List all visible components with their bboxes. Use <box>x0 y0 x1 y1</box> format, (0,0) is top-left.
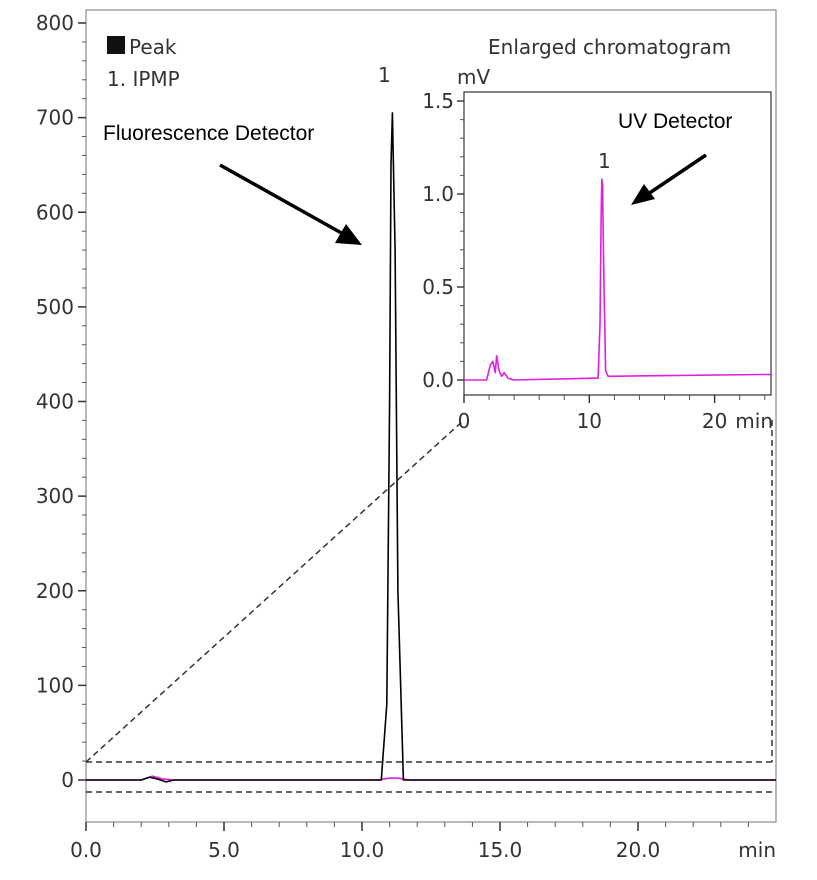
inset-y-unit: mV <box>457 65 490 89</box>
inset-peak-label: 1 <box>598 149 611 173</box>
inset-axes: 0.0 0.5 1.0 1.5 0 10 20 min <box>422 89 773 433</box>
main-x-tick-label: 10.0 <box>340 838 385 862</box>
inset-y-tick-label: 1.5 <box>422 89 454 113</box>
main-y-tick-label: 0 <box>61 768 74 792</box>
main-x-tick-label: 15.0 <box>478 838 523 862</box>
inset-series-line <box>464 178 772 381</box>
main-x-tick-label: 0.0 <box>70 838 102 862</box>
uv-arrow-head <box>631 184 655 205</box>
main-y-tick-label: 200 <box>36 579 74 603</box>
inset-x-axis-label: min <box>735 409 773 433</box>
legend-peak-label: Peak <box>129 35 177 59</box>
main-y-tick-label: 600 <box>36 200 74 224</box>
main-series <box>86 112 776 783</box>
main-series-line <box>86 112 776 783</box>
inset-x-tick-label: 0 <box>458 409 471 433</box>
fluorescence-arrow-shaft <box>219 163 346 237</box>
inset-y-tick-label: 0.0 <box>422 368 454 392</box>
fluorescence-detector-label: Fluorescence Detector <box>103 122 314 145</box>
inset-plot-frame <box>463 91 772 396</box>
main-y-tick-label: 400 <box>36 390 74 414</box>
legend-entry: 1. IPMP <box>107 67 180 91</box>
fluorescence-arrow-head <box>335 224 362 245</box>
main-y-tick-label: 700 <box>36 106 74 130</box>
zoom-connector-left <box>85 419 465 763</box>
inset-y-tick-label: 1.0 <box>422 182 454 206</box>
main-plot-frame <box>85 9 777 823</box>
legend-peak-marker <box>107 36 125 54</box>
inset-y-tick-label: 0.5 <box>422 275 454 299</box>
main-y-tick-label: 100 <box>36 673 74 697</box>
main-y-tick-label: 800 <box>36 11 74 35</box>
inset-title: Enlarged chromatogram <box>488 35 731 59</box>
main-peak-label: 1 <box>378 63 391 87</box>
uv-arrow-shaft <box>647 153 707 196</box>
inset-series <box>464 178 772 381</box>
main-x-tick-label: 5.0 <box>208 838 240 862</box>
main-x-tick-label: 20.0 <box>616 838 661 862</box>
main-x-axis-label: min <box>738 838 776 862</box>
uv-detector-label: UV Detector <box>618 110 732 133</box>
inset-x-tick-label: 10 <box>577 409 602 433</box>
main-y-tick-label: 500 <box>36 295 74 319</box>
inset-x-tick-label: 20 <box>702 409 727 433</box>
main-y-tick-label: 300 <box>36 484 74 508</box>
